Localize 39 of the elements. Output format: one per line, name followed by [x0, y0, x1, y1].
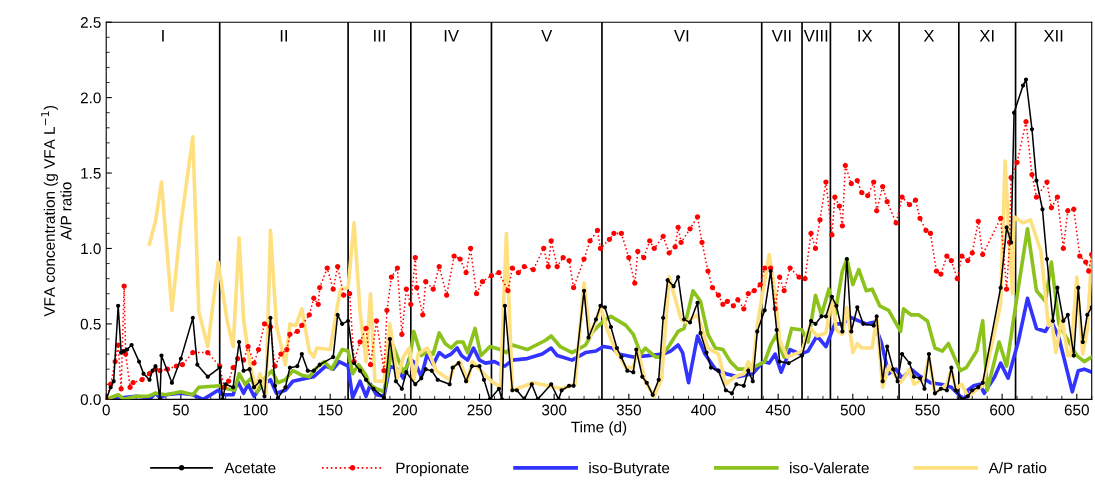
y-tick-label: 2.0: [80, 92, 101, 104]
x-tick-label: 400: [691, 404, 716, 416]
x-tick-label: 100: [243, 404, 268, 416]
x-tick-label: 0: [102, 404, 110, 416]
y-tick-label: 1.0: [81, 243, 101, 255]
y-tick-label: 2.5: [80, 17, 101, 28]
x-tick-label: 450: [765, 404, 791, 416]
x-tick-label: 650: [1064, 404, 1089, 416]
legend-label: Acetate: [224, 462, 276, 474]
x-tick-label: 350: [616, 404, 641, 416]
annotation: I: [162, 30, 164, 42]
legend-label: A/P ratio: [988, 462, 1047, 474]
legend-label: iso-Valerate: [790, 462, 869, 474]
annotation: VII: [771, 30, 791, 42]
text: VFA concentration (g VFA L$^{−1}$) A/P ratio: [41, 105, 72, 317]
x-tick-label: 250: [467, 404, 492, 416]
x-tick-label: 500: [840, 404, 865, 416]
x-tick-label: 300: [542, 404, 567, 416]
x-tick-label: 50: [172, 404, 189, 416]
annotation: VIII: [803, 30, 828, 42]
x-tick-label: 550: [915, 404, 940, 416]
y-tick-label: 0.0: [80, 394, 101, 406]
annotation: V: [541, 30, 553, 42]
annotation: IX: [858, 30, 873, 42]
annotation: III: [374, 30, 385, 42]
legend-label: iso-Butyrate: [589, 462, 670, 477]
annotation: XII: [1043, 30, 1063, 42]
x-tick-label: 150: [318, 404, 343, 416]
y-tick-label: 0.5: [80, 318, 101, 330]
y-tick-label: 1.5: [81, 168, 101, 179]
annotation: XI: [979, 30, 994, 42]
x-tick-label: 600: [990, 404, 1015, 416]
annotation: VI: [674, 30, 689, 42]
annotation: X: [923, 30, 935, 42]
legend-label: Propionate: [396, 462, 469, 477]
annotation: II: [280, 30, 287, 42]
x-tick-label: 200: [392, 404, 417, 416]
annotation: IV: [444, 30, 459, 42]
x-axis-title: Time (d): [571, 421, 627, 436]
